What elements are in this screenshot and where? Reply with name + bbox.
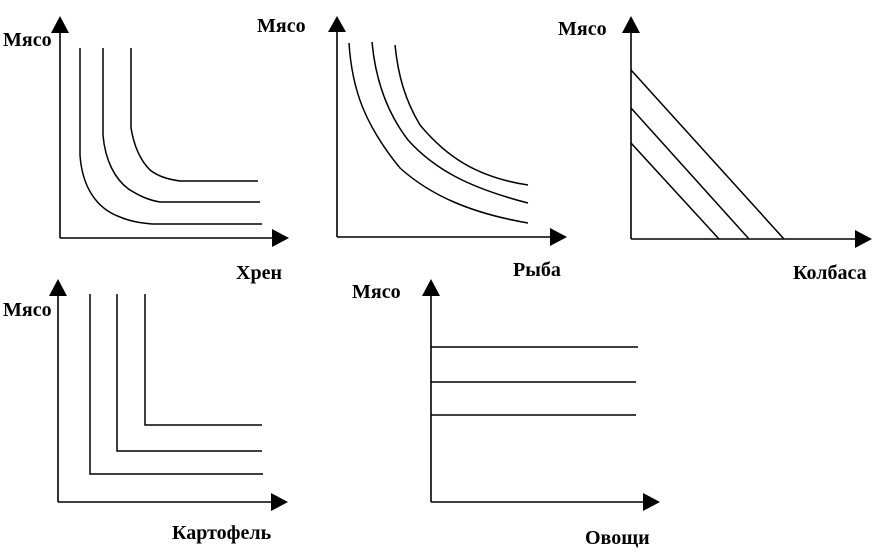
y-axis-arrow: [49, 279, 67, 296]
x-axis-arrow: [643, 493, 660, 511]
indifference-curve-2: [116, 294, 262, 452]
y-axis-arrow: [51, 16, 69, 33]
y-axis-label: Мясо: [558, 18, 607, 40]
y-axis-label: Мясо: [3, 29, 52, 51]
x-axis-label: Овощи: [585, 527, 650, 549]
indifference-curve-2: [102, 48, 260, 203]
x-axis-label: Рыба: [513, 259, 561, 281]
panel-vegetables: Мясо Овощи: [352, 279, 660, 549]
indifference-curve-1: [79, 48, 262, 225]
indifference-curve-1: [89, 294, 263, 475]
indifference-curve-1: [348, 42, 529, 224]
indifference-line-2: [630, 107, 750, 240]
y-axis-label: Мясо: [257, 15, 306, 37]
y-axis-arrow: [422, 279, 440, 296]
indifference-curve-3: [130, 48, 258, 182]
x-axis-arrow: [550, 228, 567, 246]
panel-fish: Мясо Рыба: [257, 15, 567, 281]
y-axis-arrow: [622, 16, 640, 33]
x-axis-label: Колбаса: [793, 262, 867, 284]
indifference-line-3: [630, 69, 785, 240]
panel-potato: Мясо Картофель: [3, 279, 288, 544]
indifference-curve-3: [144, 294, 262, 426]
y-axis-arrow: [328, 16, 346, 32]
indifference-curve-2: [371, 41, 529, 204]
x-axis-arrow: [271, 493, 288, 511]
y-axis-label: Мясо: [352, 281, 401, 303]
y-axis-label: Мясо: [3, 299, 52, 321]
panel-sausage: Мясо Колбаса: [558, 16, 872, 284]
panel-horseradish: Мясо Хрен: [3, 16, 289, 284]
indifference-line-1: [630, 142, 720, 240]
x-axis-arrow: [855, 230, 872, 248]
x-axis-label: Хрен: [236, 262, 282, 284]
x-axis-arrow: [272, 229, 289, 247]
x-axis-label: Картофель: [172, 522, 272, 544]
indifference-curve-3: [394, 44, 529, 186]
